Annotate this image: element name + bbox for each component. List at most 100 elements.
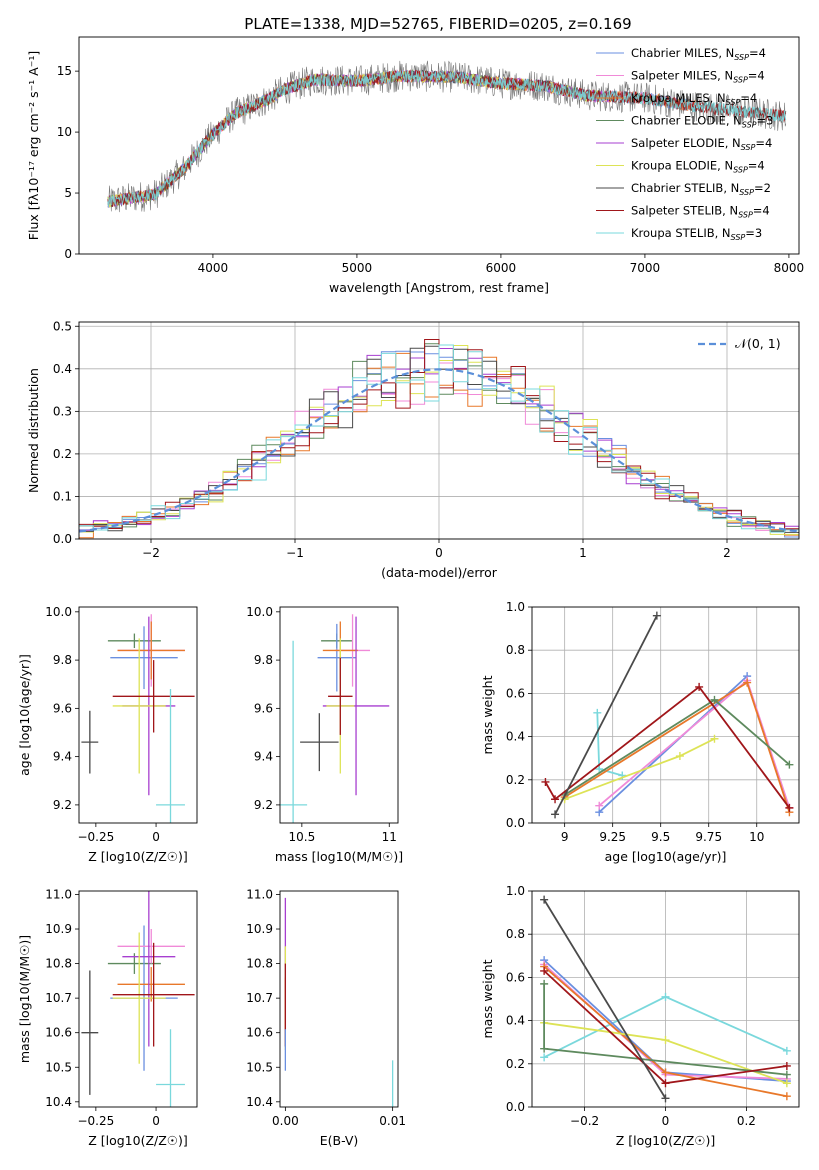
- legend-label: Kroupa ELODIE, NSSP=4: [631, 159, 765, 175]
- data-point-marker: [782, 1092, 791, 1101]
- legend-label: Chabrier STELIB, NSSP=2: [631, 181, 771, 197]
- x-tick-label: −0.25: [77, 1114, 114, 1128]
- y-axis-label: Normed distribution: [26, 368, 41, 493]
- x-axis-label: Z [log10(Z/Z☉)]: [88, 849, 188, 864]
- x-tick-label: 0.00: [272, 1114, 299, 1128]
- histogram-step: [79, 339, 799, 539]
- x-axis-label: wavelength [Angstrom, rest frame]: [329, 280, 549, 295]
- y-tick-label: 0.5: [53, 319, 72, 333]
- plot-area: [81, 614, 195, 823]
- legend-label: Salpeter MILES, NSSP=4: [631, 69, 765, 85]
- y-axis-label: mass weight: [480, 959, 495, 1038]
- y-tick-label: 0.3: [53, 404, 72, 418]
- x-tick-label: 9: [561, 830, 569, 844]
- y-tick-label: 10.8: [45, 957, 72, 971]
- legend-label: Salpeter STELIB, NSSP=4: [631, 204, 770, 220]
- y-axis-label: mass weight: [480, 675, 495, 754]
- y-tick-label: 10: [57, 125, 72, 139]
- data-point-marker: [782, 1061, 791, 1070]
- y-tick-label: 11.0: [45, 887, 72, 901]
- x-tick-label: 5000: [342, 261, 373, 275]
- legend-label: Kroupa STELIB, NSSP=3: [631, 226, 762, 242]
- x-tick-label: 1: [579, 546, 587, 560]
- x-tick-label: −0.2: [570, 1114, 599, 1128]
- panel-mass_weight_vs_age: 9 9.25 9.5 9.75 10 0.0 0.2 0.4 0.6 0.8 1.0 age [log…: [480, 600, 800, 864]
- data-point-marker: [710, 734, 719, 743]
- data-point-marker: [652, 611, 661, 620]
- axes-frame: [78, 321, 800, 540]
- y-tick-label: 10.9: [246, 922, 273, 936]
- axes-frame: [531, 890, 800, 1108]
- data-point-marker: [661, 1036, 670, 1045]
- histogram-step: [79, 344, 799, 535]
- x-tick-label: 0.2: [737, 1114, 756, 1128]
- data-point-marker: [695, 682, 704, 691]
- y-tick-label: 10.4: [45, 1095, 72, 1109]
- y-tick-label: 9.2: [254, 798, 273, 812]
- plot-area: [284, 897, 394, 1107]
- y-tick-label: 0.4: [506, 730, 525, 744]
- y-tick-label: 9.2: [53, 798, 72, 812]
- plot-area: [532, 607, 799, 823]
- legend-label: 𝒩(0, 1): [735, 336, 781, 351]
- y-tick-label: 0.4: [506, 1014, 525, 1028]
- y-tick-label: 0.2: [53, 447, 72, 461]
- data-point-marker: [675, 752, 684, 761]
- y-axis-label: Flux [fλ10⁻¹⁷ erg cm⁻² s⁻¹ A⁻¹]: [26, 51, 41, 240]
- y-tick-label: 10.5: [45, 1060, 72, 1074]
- data-point-marker: [782, 1046, 791, 1055]
- x-axis-label: Z [log10(Z/Z☉)]: [616, 1133, 716, 1148]
- x-tick-label: 0: [152, 830, 160, 844]
- y-tick-label: 0.6: [506, 686, 525, 700]
- panel-mass_weight_vs_Z: −0.2 0 0.2 0.0 0.2 0.4 0.6 0.8 1.0 Z [log10(Z/Z☉)…: [480, 884, 800, 1148]
- x-axis-label: Z [log10(Z/Z☉)]: [88, 1133, 188, 1148]
- data-point-marker: [743, 678, 752, 687]
- series-line: [543, 899, 667, 1099]
- y-tick-label: 9.4: [254, 750, 273, 764]
- axes-frame: [78, 36, 800, 255]
- x-tick-label: 10.5: [288, 830, 315, 844]
- axes-frame: [78, 606, 198, 824]
- y-tick-label: 10.0: [45, 605, 72, 619]
- legend-label: Chabrier MILES, NSSP=4: [631, 46, 766, 62]
- y-tick-label: 0.0: [506, 1100, 525, 1114]
- y-axis-label: age [log10(age/yr)]: [17, 654, 32, 776]
- data-point-marker: [540, 1053, 549, 1062]
- y-tick-label: 10.0: [246, 605, 273, 619]
- panel-residuals: −2 −1 0 1 2 0.0 0.1 0.2 0.3 0.4 0.5 (data-model)/er…: [26, 319, 800, 580]
- series-line: [554, 615, 658, 815]
- axes-frame: [78, 890, 198, 1108]
- panel-mass_vs_ebv: 0.00 0.01 10.4 10.5 10.6 10.7 10.8 10.9 11.0 E(B-…: [246, 887, 406, 1148]
- x-tick-label: 0.01: [379, 1114, 406, 1128]
- x-tick-label: 10: [749, 830, 764, 844]
- y-tick-label: 10.4: [246, 1095, 273, 1109]
- x-tick-label: 4000: [198, 261, 229, 275]
- panel-age_vs_mass: 10.5 11 9.2 9.4 9.6 9.8 10.0 mass [log10(M/M☉)]: [246, 605, 403, 864]
- plot-area: [81, 891, 195, 1107]
- data-point-marker: [785, 760, 794, 769]
- x-tick-label: 7000: [630, 261, 661, 275]
- data-point-marker: [540, 895, 549, 904]
- legend-label: Kroupa MILES, NSSP=4: [631, 91, 757, 107]
- axes-frame: [279, 890, 399, 1108]
- y-tick-label: 0.1: [53, 489, 72, 503]
- y-tick-label: 0.0: [53, 532, 72, 546]
- y-tick-label: 0.8: [506, 927, 525, 941]
- x-tick-label: −0.25: [77, 830, 114, 844]
- x-tick-label: 9.75: [695, 830, 722, 844]
- data-point-marker: [661, 992, 670, 1001]
- x-tick-label: 11: [382, 830, 397, 844]
- y-tick-label: 10.7: [246, 991, 273, 1005]
- x-axis-label: (data-model)/error: [381, 565, 498, 580]
- plot-area: [280, 614, 390, 823]
- plot-area: [532, 891, 799, 1107]
- y-tick-label: 0.0: [506, 816, 525, 830]
- legend-label: Chabrier ELODIE, NSSP=3: [631, 114, 773, 130]
- x-axis-label: mass [log10(M/M☉)]: [275, 849, 403, 864]
- legend-label: Salpeter ELODIE, NSSP=4: [631, 136, 772, 152]
- y-tick-label: 0.4: [53, 362, 72, 376]
- y-tick-label: 0.2: [506, 1057, 525, 1071]
- y-tick-label: 10.5: [246, 1060, 273, 1074]
- x-tick-label: 0: [435, 546, 443, 560]
- axes-frame: [279, 606, 399, 824]
